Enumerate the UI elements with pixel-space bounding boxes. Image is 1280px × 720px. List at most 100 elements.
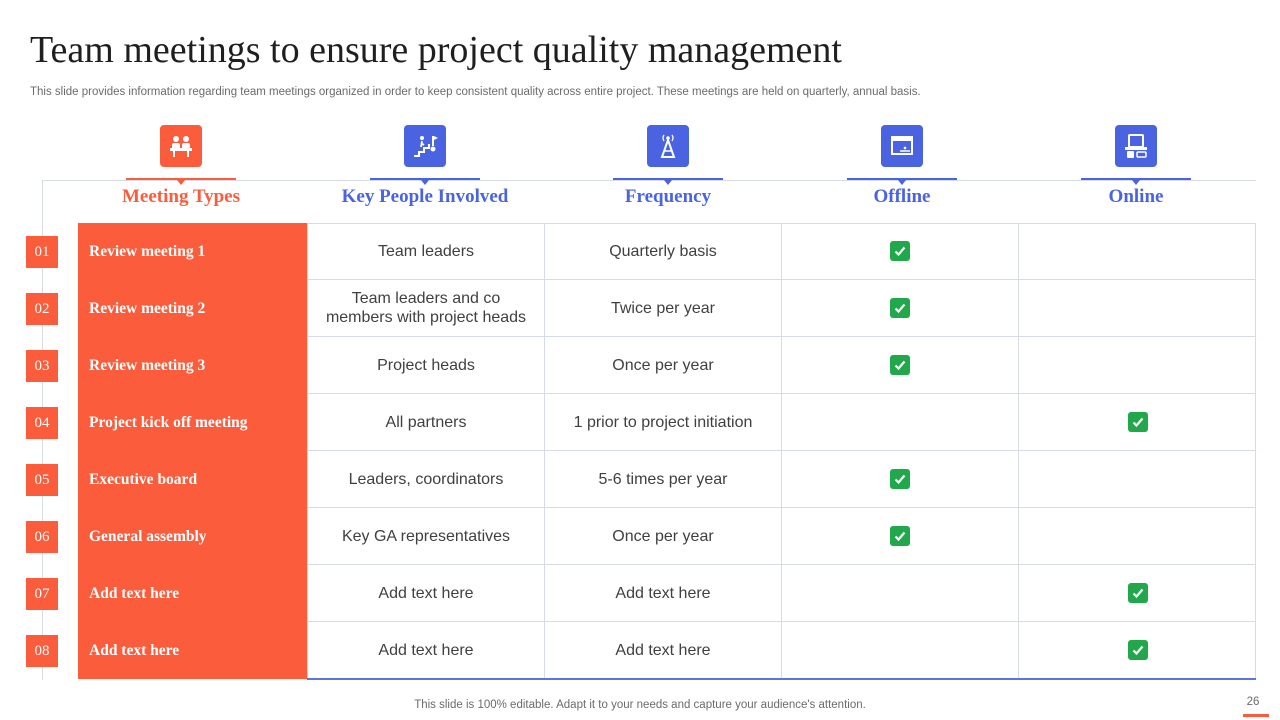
row-number-badge: 03 [26,350,58,382]
frequency-text: Once per year [612,527,714,545]
slide-title: Team meetings to ensure project quality … [30,29,842,71]
header-divider [42,180,1256,181]
frequency-cell: Add text here [544,565,781,622]
meeting-types-column [78,223,307,679]
frequency-text: 5-6 times per year [598,470,728,488]
people-text: Team leaders [377,242,475,260]
row-number-badge: 02 [26,293,58,325]
online-cell [1018,280,1256,337]
table-bottom-border [307,678,1256,680]
frequency-cell: Once per year [544,337,781,394]
column-label-frequency: Frequency [624,186,712,207]
footer-note: This slide is 100% editable. Adapt it to… [414,699,866,711]
online-cell [1018,337,1256,394]
offline-cell [781,280,1018,337]
column-head-frequency: Frequency [613,125,723,207]
frequency-cell: Add text here [544,622,781,679]
people-text: Add text here [378,641,474,659]
people-cell: Leaders, coordinators [307,451,544,508]
online-cell [1018,622,1256,679]
people-text: Key GA representatives [341,527,511,545]
meeting-type-label: General assembly [89,527,207,545]
column-label-meeting-types: Meeting Types [121,186,241,207]
offline-cell [781,622,1018,679]
row-number-badge: 08 [26,635,58,667]
checkmark-icon [1127,583,1148,603]
meeting-type-label: Review meeting 1 [89,242,206,260]
people-text: Project heads [377,356,475,374]
checkmark-icon [1127,412,1148,432]
signal-tower-icon [647,125,689,167]
people-cell: Team leaders and co members with project… [307,280,544,337]
meeting-icon [160,125,202,167]
people-text: Team leaders and co members with project… [325,290,527,326]
offline-cell [781,565,1018,622]
people-text: All partners [385,413,467,431]
row-number-badge: 01 [26,236,58,268]
stairs-person-icon [404,125,446,167]
frequency-cell: Once per year [544,508,781,565]
frequency-text: Once per year [612,356,714,374]
meeting-type-label: Add text here [89,584,180,602]
column-head-offline: Offline [847,125,957,207]
online-cell [1018,394,1256,451]
meeting-type-label: Project kick off meeting [89,413,248,431]
meeting-type-label: Executive board [89,470,198,488]
table-row: 01 Review meeting 1 Team leaders Quarterly … [0,223,1280,280]
people-cell: Add text here [307,565,544,622]
frequency-cell: 5-6 times per year [544,451,781,508]
frequency-text: 1 prior to project initiation [573,413,753,431]
meeting-type-label: Review meeting 3 [89,356,206,374]
offline-cell [781,394,1018,451]
meeting-type-label: Review meeting 2 [89,299,206,317]
column-head-key-people: Key People Involved [342,125,508,207]
checkmark-icon [890,241,910,261]
offline-window-icon [881,125,923,167]
frequency-text: Add text here [615,641,711,659]
column-label-key-people: Key People Involved [341,186,509,207]
column-head-online: Online [1081,125,1191,207]
checkmark-icon [890,298,910,318]
table-row: 03 Review meeting 3 Project heads Once per … [0,337,1280,394]
online-devices-icon [1115,125,1157,167]
frequency-cell: Quarterly basis [544,223,781,280]
column-label-online: Online [1108,186,1164,207]
people-cell: Project heads [307,337,544,394]
offline-cell [781,337,1018,394]
checkmark-icon [890,526,910,546]
offline-cell [781,223,1018,280]
people-text: Add text here [378,584,474,602]
table-row: 06 General assembly Key GA representatives… [0,508,1280,565]
online-cell [1018,508,1256,565]
online-cell [1018,223,1256,280]
online-cell [1018,565,1256,622]
meeting-type-label: Add text here [89,641,180,659]
people-text: Leaders, coordinators [348,470,504,488]
offline-cell [781,451,1018,508]
people-cell: Key GA representatives [307,508,544,565]
frequency-cell: 1 prior to project initiation [544,394,781,451]
slide-subtitle: This slide provides information regardin… [30,86,921,98]
frequency-text: Quarterly basis [609,242,717,260]
people-cell: Team leaders [307,223,544,280]
frequency-cell: Twice per year [544,280,781,337]
page-number-underline [1243,714,1269,717]
people-cell: Add text here [307,622,544,679]
row-number-badge: 06 [26,521,58,553]
frequency-text: Twice per year [610,299,716,317]
table-row: 05 Executive board Leaders, coordinators 5-… [0,451,1280,508]
table-row: 08 Add text here Add text here Add text her… [0,622,1280,679]
checkmark-icon [890,355,910,375]
table-row: 04 Project kick off meeting All partners 1 … [0,394,1280,451]
column-label-offline: Offline [873,186,931,207]
people-cell: All partners [307,394,544,451]
table-row: 07 Add text here Add text here Add text her… [0,565,1280,622]
table-row: 02 Review meeting 2 Team leaders and co me… [0,280,1280,337]
checkmark-icon [890,469,910,489]
checkmark-icon [1127,640,1148,660]
online-cell [1018,451,1256,508]
row-number-badge: 04 [26,407,58,439]
column-head-meeting-types: Meeting Types [122,125,240,207]
offline-cell [781,508,1018,565]
row-number-badge: 07 [26,578,58,610]
